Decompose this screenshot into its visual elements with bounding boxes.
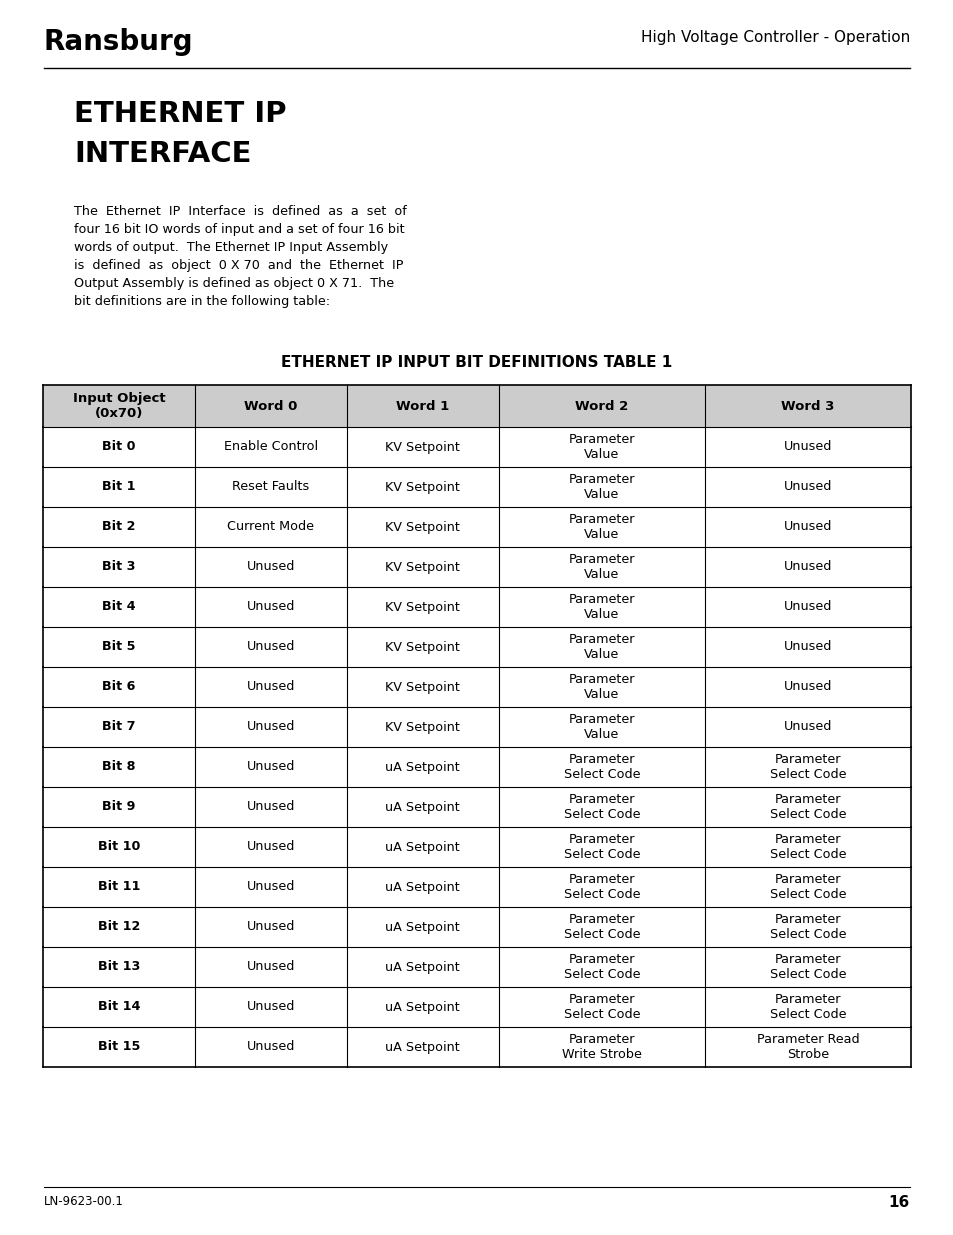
Text: Unused: Unused: [247, 920, 294, 934]
Text: Bit 15: Bit 15: [97, 1041, 140, 1053]
Text: Parameter
Value: Parameter Value: [568, 433, 635, 461]
Text: Bit 3: Bit 3: [102, 561, 135, 573]
Text: Parameter
Select Code: Parameter Select Code: [563, 953, 639, 981]
Text: uA Setpoint: uA Setpoint: [385, 761, 459, 773]
Text: Parameter
Select Code: Parameter Select Code: [563, 753, 639, 781]
Text: uA Setpoint: uA Setpoint: [385, 841, 459, 853]
Text: High Voltage Controller - Operation: High Voltage Controller - Operation: [640, 30, 909, 44]
Bar: [43, 385, 910, 427]
Text: Unused: Unused: [783, 520, 831, 534]
Text: Parameter
Select Code: Parameter Select Code: [563, 793, 639, 821]
Text: four 16 bit IO words of input and a set of four 16 bit: four 16 bit IO words of input and a set …: [74, 224, 404, 236]
Text: Parameter
Select Code: Parameter Select Code: [769, 753, 845, 781]
Text: Unused: Unused: [247, 600, 294, 614]
Text: Word 1: Word 1: [395, 399, 449, 412]
Text: Unused: Unused: [247, 841, 294, 853]
Text: Parameter
Value: Parameter Value: [568, 593, 635, 621]
Text: KV Setpoint: KV Setpoint: [385, 520, 459, 534]
Text: KV Setpoint: KV Setpoint: [385, 561, 459, 573]
Text: uA Setpoint: uA Setpoint: [385, 1000, 459, 1014]
Text: Bit 4: Bit 4: [102, 600, 135, 614]
Text: Ransburg: Ransburg: [44, 28, 193, 56]
Text: Parameter
Select Code: Parameter Select Code: [769, 953, 845, 981]
Text: Parameter
Select Code: Parameter Select Code: [563, 913, 639, 941]
Text: bit definitions are in the following table:: bit definitions are in the following tab…: [74, 295, 330, 308]
Text: Unused: Unused: [247, 680, 294, 694]
Text: uA Setpoint: uA Setpoint: [385, 800, 459, 814]
Text: Parameter
Select Code: Parameter Select Code: [563, 873, 639, 902]
Text: Bit 5: Bit 5: [102, 641, 135, 653]
Text: Parameter Read
Strobe: Parameter Read Strobe: [756, 1032, 859, 1061]
Text: ETHERNET IP INPUT BIT DEFINITIONS TABLE 1: ETHERNET IP INPUT BIT DEFINITIONS TABLE …: [281, 354, 672, 370]
Text: Bit 0: Bit 0: [102, 441, 135, 453]
Text: LN-9623-00.1: LN-9623-00.1: [44, 1195, 124, 1208]
Text: KV Setpoint: KV Setpoint: [385, 680, 459, 694]
Text: is  defined  as  object  0 X 70  and  the  Ethernet  IP: is defined as object 0 X 70 and the Ethe…: [74, 259, 403, 272]
Text: Parameter
Select Code: Parameter Select Code: [563, 993, 639, 1021]
Text: Unused: Unused: [247, 720, 294, 734]
Text: Unused: Unused: [247, 1000, 294, 1014]
Text: Bit 7: Bit 7: [102, 720, 135, 734]
Text: words of output.  The Ethernet IP Input Assembly: words of output. The Ethernet IP Input A…: [74, 241, 388, 254]
Text: Unused: Unused: [783, 441, 831, 453]
Text: Unused: Unused: [247, 561, 294, 573]
Text: Input Object
(0x70): Input Object (0x70): [72, 391, 165, 420]
Text: Bit 9: Bit 9: [102, 800, 135, 814]
Text: Parameter
Value: Parameter Value: [568, 473, 635, 501]
Text: Parameter
Select Code: Parameter Select Code: [563, 832, 639, 861]
Text: uA Setpoint: uA Setpoint: [385, 961, 459, 973]
Text: Parameter
Write Strobe: Parameter Write Strobe: [561, 1032, 641, 1061]
Text: Parameter
Select Code: Parameter Select Code: [769, 793, 845, 821]
Text: Unused: Unused: [783, 480, 831, 494]
Text: uA Setpoint: uA Setpoint: [385, 881, 459, 893]
Text: KV Setpoint: KV Setpoint: [385, 480, 459, 494]
Text: KV Setpoint: KV Setpoint: [385, 641, 459, 653]
Text: Unused: Unused: [247, 1041, 294, 1053]
Text: Current Mode: Current Mode: [227, 520, 314, 534]
Text: Word 0: Word 0: [244, 399, 297, 412]
Text: Word 3: Word 3: [781, 399, 834, 412]
Text: Unused: Unused: [247, 961, 294, 973]
Text: The  Ethernet  IP  Interface  is  defined  as  a  set  of: The Ethernet IP Interface is defined as …: [74, 205, 406, 219]
Text: Bit 6: Bit 6: [102, 680, 135, 694]
Text: Parameter
Value: Parameter Value: [568, 634, 635, 661]
Text: Bit 14: Bit 14: [97, 1000, 140, 1014]
Text: Unused: Unused: [247, 641, 294, 653]
Text: Unused: Unused: [783, 680, 831, 694]
Text: 16: 16: [888, 1195, 909, 1210]
Text: Enable Control: Enable Control: [224, 441, 317, 453]
Text: KV Setpoint: KV Setpoint: [385, 441, 459, 453]
Text: KV Setpoint: KV Setpoint: [385, 720, 459, 734]
Text: ETHERNET IP: ETHERNET IP: [74, 100, 286, 128]
Text: Unused: Unused: [247, 761, 294, 773]
Text: Unused: Unused: [247, 881, 294, 893]
Text: Unused: Unused: [783, 641, 831, 653]
Text: Reset Faults: Reset Faults: [232, 480, 309, 494]
Text: Parameter
Value: Parameter Value: [568, 553, 635, 580]
Text: KV Setpoint: KV Setpoint: [385, 600, 459, 614]
Text: Word 2: Word 2: [575, 399, 628, 412]
Text: INTERFACE: INTERFACE: [74, 140, 252, 168]
Text: Parameter
Select Code: Parameter Select Code: [769, 832, 845, 861]
Text: Unused: Unused: [783, 720, 831, 734]
Text: Bit 1: Bit 1: [102, 480, 135, 494]
Text: Bit 12: Bit 12: [97, 920, 140, 934]
Text: Output Assembly is defined as object 0 X 71.  The: Output Assembly is defined as object 0 X…: [74, 277, 394, 290]
Text: Parameter
Select Code: Parameter Select Code: [769, 873, 845, 902]
Text: Parameter
Value: Parameter Value: [568, 713, 635, 741]
Text: Parameter
Value: Parameter Value: [568, 673, 635, 701]
Text: Parameter
Select Code: Parameter Select Code: [769, 913, 845, 941]
Text: uA Setpoint: uA Setpoint: [385, 920, 459, 934]
Text: Parameter
Value: Parameter Value: [568, 513, 635, 541]
Text: Unused: Unused: [247, 800, 294, 814]
Text: Parameter
Select Code: Parameter Select Code: [769, 993, 845, 1021]
Text: Bit 11: Bit 11: [97, 881, 140, 893]
Text: Bit 8: Bit 8: [102, 761, 135, 773]
Text: Bit 13: Bit 13: [97, 961, 140, 973]
Text: Unused: Unused: [783, 561, 831, 573]
Text: Bit 2: Bit 2: [102, 520, 135, 534]
Text: Bit 10: Bit 10: [97, 841, 140, 853]
Text: uA Setpoint: uA Setpoint: [385, 1041, 459, 1053]
Text: Unused: Unused: [783, 600, 831, 614]
